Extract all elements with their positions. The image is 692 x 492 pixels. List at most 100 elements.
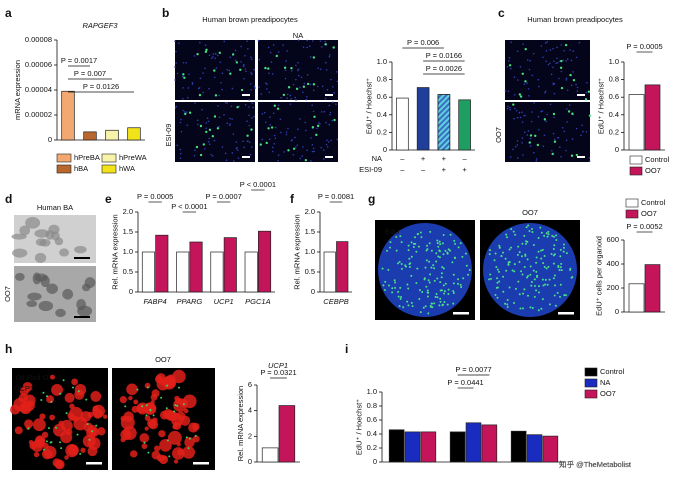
y-tick-label: 0 — [48, 135, 52, 144]
edu-dot — [426, 289, 429, 292]
nucleus — [301, 155, 304, 157]
nucleus — [556, 61, 559, 64]
edu-dot — [394, 286, 397, 289]
p-value: P = 0.006 — [407, 38, 439, 47]
ucp1-dot — [141, 405, 144, 408]
lipid — [120, 437, 126, 443]
edu-dot — [399, 235, 402, 238]
edu-dot — [439, 300, 442, 303]
bar — [189, 241, 203, 293]
edu-dot — [567, 110, 571, 113]
nucleus — [541, 110, 544, 112]
nucleus — [585, 91, 588, 94]
edu-dot — [451, 261, 454, 264]
nucleus — [273, 134, 276, 137]
lipid — [39, 413, 46, 420]
y-tick-label: 2.0 — [123, 207, 133, 216]
edu-dot — [521, 72, 524, 76]
nucleus — [199, 41, 201, 44]
edu-dot — [447, 248, 450, 251]
nucleus — [226, 68, 229, 71]
nucleus — [570, 84, 573, 87]
edu-dot — [386, 249, 389, 252]
nucleus — [208, 87, 210, 90]
edu-dot — [211, 135, 215, 138]
nucleus — [329, 111, 332, 114]
ucp1-dot — [91, 430, 94, 433]
nucleus — [217, 105, 219, 107]
nucleus — [306, 46, 308, 49]
nucleus — [187, 87, 190, 89]
nucleus — [244, 54, 246, 57]
bar — [141, 251, 155, 293]
edu-dot — [571, 112, 574, 115]
y-axis-label: mRNA expression — [13, 60, 22, 120]
nucleus — [284, 77, 287, 80]
nucleus — [555, 62, 558, 64]
bar — [105, 129, 119, 141]
condition-sign: – — [400, 154, 405, 163]
edu-dot — [419, 231, 422, 234]
edu-dot — [427, 279, 430, 282]
edu-dot — [508, 286, 511, 289]
lipid — [141, 443, 148, 450]
nucleus — [532, 52, 535, 55]
edu-dot — [437, 255, 440, 258]
nucleus — [269, 124, 272, 126]
p-value: P = 0.0081 — [318, 192, 354, 201]
edu-dot — [588, 114, 592, 117]
edu-dot — [559, 255, 562, 258]
edu-dot — [425, 259, 428, 262]
edu-dot — [452, 273, 455, 276]
bar — [526, 434, 543, 463]
edu-dot — [267, 127, 270, 130]
edu-dot — [521, 255, 524, 258]
legend-label: Control — [600, 367, 625, 376]
edu-dot — [436, 242, 439, 245]
edu-dot — [267, 67, 270, 70]
ucp1-dot — [55, 426, 58, 429]
nucleus — [336, 80, 339, 83]
nucleus — [180, 130, 183, 133]
lipid — [74, 384, 87, 396]
lipid — [171, 414, 184, 427]
edu-dot — [570, 154, 574, 157]
lipid — [126, 383, 138, 396]
nucleus — [218, 94, 220, 97]
edu-dot — [552, 262, 555, 265]
edu-dot — [521, 273, 524, 276]
edu-dot — [547, 230, 550, 233]
edu-dot — [395, 249, 398, 252]
edu-dot — [526, 294, 529, 297]
edu-dot — [532, 244, 535, 247]
lipid — [41, 449, 53, 460]
edu-dot — [408, 257, 411, 260]
edu-dot — [531, 306, 534, 309]
bar — [210, 251, 224, 293]
lipid — [172, 447, 185, 460]
panel-letter: b — [162, 6, 169, 20]
nucleus — [558, 77, 560, 80]
edu-dot — [546, 283, 549, 286]
edu-dot — [502, 251, 505, 254]
nucleus — [527, 130, 530, 132]
edu-dot — [539, 226, 542, 229]
lipid — [120, 415, 135, 430]
edu-dot — [533, 295, 536, 298]
nucleus — [289, 103, 292, 105]
lipid — [49, 414, 55, 421]
nucleus — [290, 98, 292, 100]
edu-dot — [496, 277, 499, 280]
lipid — [54, 459, 65, 470]
nucleus — [321, 46, 323, 48]
edu-dot — [417, 233, 420, 236]
bar — [155, 234, 169, 293]
nucleus — [546, 113, 548, 116]
nucleus — [197, 87, 200, 90]
lipid — [188, 422, 199, 433]
edu-dot — [389, 241, 392, 244]
edu-dot — [548, 303, 551, 306]
ucp1-dot — [145, 404, 148, 407]
ucp1-dot — [46, 395, 49, 398]
edu-dot — [444, 249, 447, 252]
